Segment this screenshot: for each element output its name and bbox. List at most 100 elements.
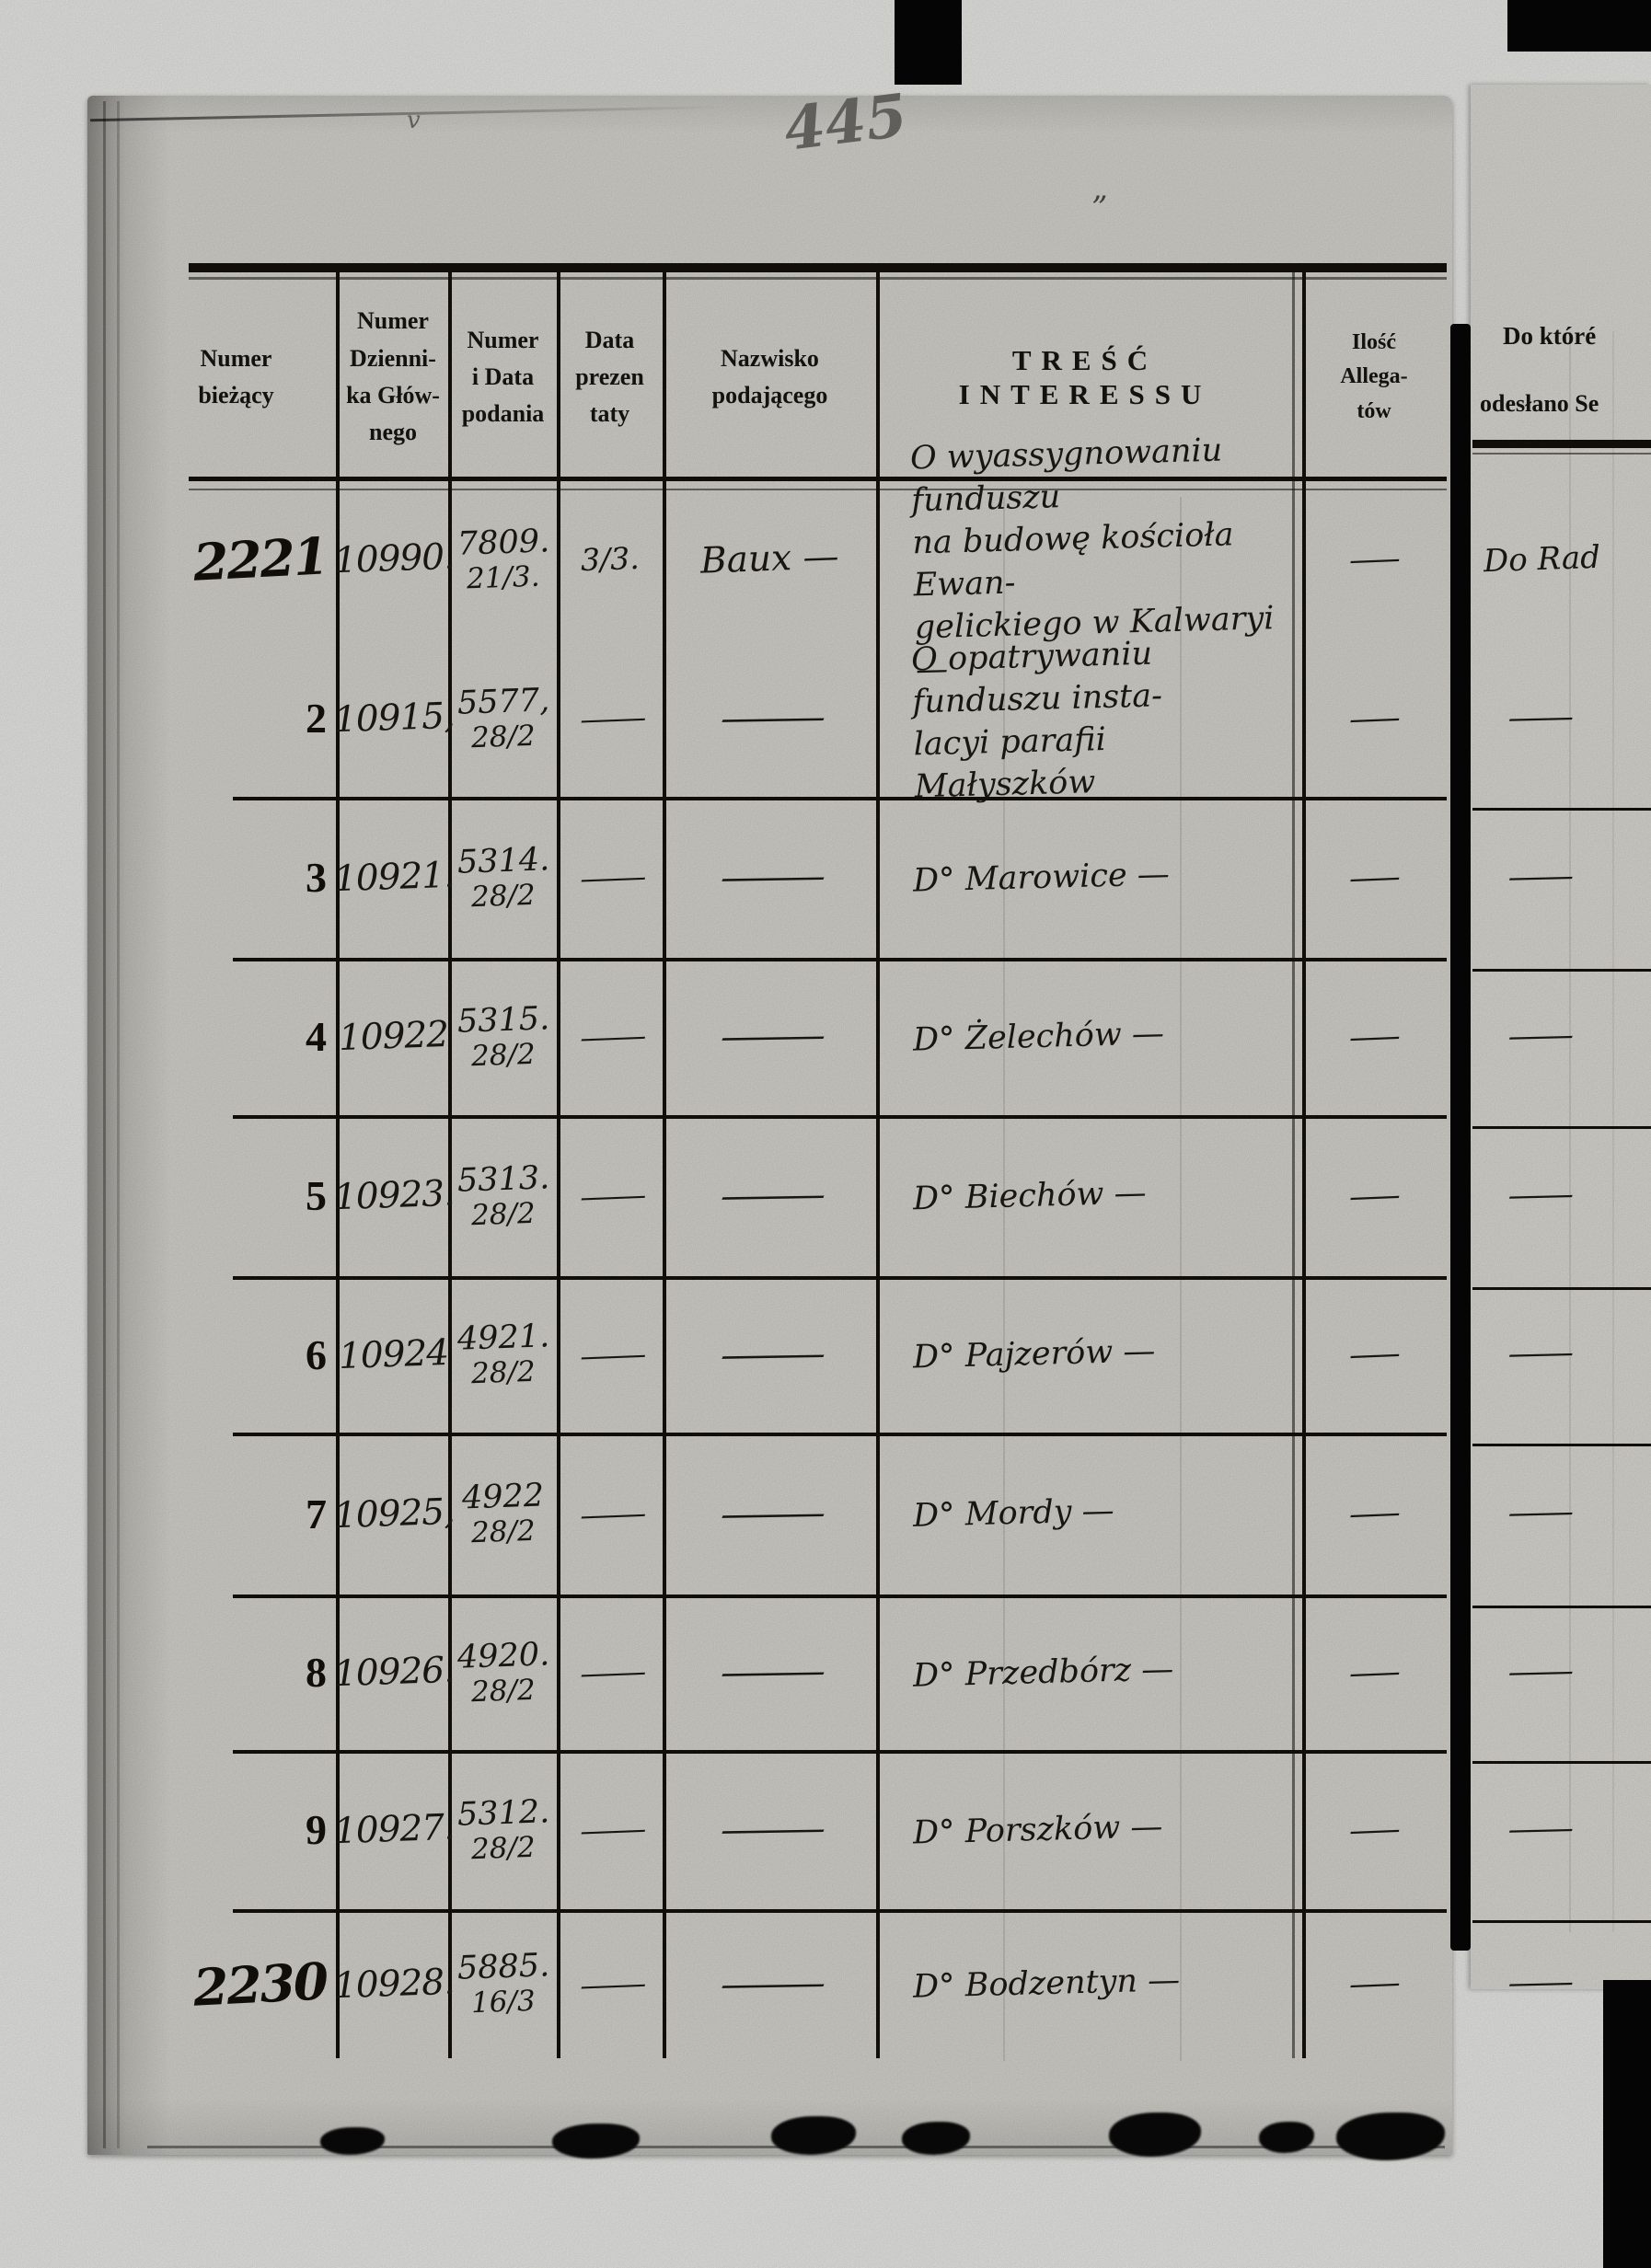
- numer-biezacy-value: 2221: [191, 525, 329, 593]
- table-row: 4 10922 5315. 28/2 — — D° Żelechów — — —: [0, 958, 1651, 1115]
- odeslano-value: —: [1504, 1175, 1574, 1215]
- cell-nazwisko-podajacego: —: [664, 1909, 875, 2058]
- nazwisko-value: Baux —: [699, 535, 840, 582]
- tresc-value: D° Żelechów —: [912, 1014, 1165, 1059]
- odeslano-value: Do Rad: [1484, 538, 1601, 580]
- numer-biezacy-value: 2230: [191, 1950, 329, 2018]
- data-podania-value: 28/2: [470, 878, 537, 914]
- right-table-top-rule-thin: [1472, 453, 1651, 455]
- data-prezentaty-value: —: [573, 1810, 647, 1849]
- cell-nazwisko-podajacego: —: [664, 1750, 875, 1909]
- cell-nazwisko-podajacego: —: [664, 639, 875, 797]
- cell-numer-biezacy: 3: [138, 797, 334, 958]
- ilosc-allegatow-value: —: [1345, 1017, 1401, 1056]
- cell-data-prezentaty: —: [559, 1433, 662, 1595]
- data-prezentaty-value: —: [573, 698, 647, 738]
- table-row: 7 10925, 4922 28/2 — — D° Mordy — — —: [0, 1433, 1651, 1595]
- cell-right-page-odeslano: Do Rad: [1484, 478, 1649, 639]
- nazwisko-value: —: [713, 1174, 826, 1217]
- cell-numer-dziennika: 10922: [339, 958, 450, 1115]
- cell-tresc-interessu: D° Żelechów —: [885, 958, 1295, 1115]
- numer-dziennika-value: 10927.: [333, 1806, 455, 1853]
- cell-data-prezentaty: —: [559, 1115, 662, 1276]
- table-top-rule-thin: [189, 277, 1447, 280]
- cell-ilosc-allegatow: —: [1304, 478, 1442, 639]
- cell-numer-biezacy: 2: [138, 639, 334, 797]
- table-row: 2 10915, 5577, 28/2 — — O opatrywaniu fu…: [0, 635, 1651, 805]
- tresc-value: D° Porszków —: [912, 1807, 1163, 1852]
- data-podania-value: 28/2: [470, 1196, 537, 1232]
- cell-right-page-odeslano: —: [1484, 1595, 1649, 1750]
- ilosc-allegatow-value: —: [1345, 1176, 1401, 1215]
- cell-tresc-interessu: D° Mordy —: [885, 1433, 1295, 1595]
- row-separator-line: [233, 958, 1447, 961]
- cell-tresc-interessu: O opatrywaniu funduszu insta- lacyi para…: [885, 635, 1295, 805]
- data-podania-value: 28/2: [470, 1830, 537, 1866]
- right-row-separator-line: [1472, 1444, 1651, 1446]
- cell-ilosc-allegatow: —: [1304, 958, 1442, 1115]
- cell-ilosc-allegatow: —: [1304, 1595, 1442, 1750]
- numer-biezacy-value: 2: [306, 695, 327, 742]
- ilosc-allegatow-value: —: [1345, 1810, 1401, 1849]
- film-bar-top-center: [895, 0, 962, 85]
- cell-numer-i-data-podania: 5885. 16/3: [451, 1909, 556, 2058]
- right-row-separator-line: [1472, 1287, 1651, 1290]
- data-prezentaty-value: —: [573, 1335, 647, 1374]
- row-separator-line: [233, 1750, 1447, 1754]
- cell-right-page-odeslano: —: [1484, 1115, 1649, 1276]
- cell-numer-biezacy: 5: [138, 1115, 334, 1276]
- cell-data-prezentaty: —: [559, 1750, 662, 1909]
- table-row: 5 10923. 5313. 28/2 — — D° Biechów — — —: [0, 1115, 1651, 1276]
- data-prezentaty-value: —: [573, 1176, 647, 1215]
- cell-numer-dziennika: 10921.: [333, 797, 455, 958]
- cell-numer-i-data-podania: 4921. 28/2: [451, 1276, 556, 1433]
- cell-data-prezentaty: —: [559, 958, 662, 1115]
- numer-dziennika-value: 10990.: [333, 535, 455, 582]
- numer-podania-value: 7809.: [456, 522, 550, 563]
- ilosc-allegatow-value: —: [1345, 1652, 1401, 1692]
- data-podania-value: 28/2: [470, 1673, 537, 1709]
- cell-ilosc-allegatow: —: [1304, 1276, 1442, 1433]
- data-podania-value: 28/2: [470, 1354, 537, 1391]
- cell-numer-i-data-podania: 5577, 28/2: [451, 639, 556, 797]
- numer-podania-value: 5314.: [456, 840, 550, 881]
- row-separator-line: [233, 1433, 1447, 1436]
- nazwisko-value: —: [713, 1332, 826, 1376]
- numer-biezacy-value: 7: [306, 1490, 327, 1537]
- right-row-separator-line: [1472, 808, 1651, 811]
- cell-numer-i-data-podania: 5314. 28/2: [451, 797, 556, 958]
- header-nazwisko-podajacego: Nazwisko podającego: [711, 344, 828, 409]
- pencil-tick-mark: v: [407, 107, 421, 134]
- cell-numer-dziennika: 10927.: [333, 1750, 455, 1909]
- odeslano-value: —: [1504, 1016, 1574, 1055]
- cell-nazwisko-podajacego: —: [664, 1433, 875, 1595]
- cell-numer-biezacy: 9: [138, 1750, 334, 1909]
- right-row-separator-line: [1472, 969, 1651, 972]
- cell-nazwisko-podajacego: —: [664, 958, 875, 1115]
- header-ilosc-allegatow: Ilość Allega- tów: [1340, 330, 1408, 423]
- tresc-value: D° Marowice —: [912, 855, 1171, 900]
- ilosc-allegatow-value: —: [1345, 1334, 1401, 1375]
- right-row-separator-line: [1472, 1126, 1651, 1129]
- numer-biezacy-value: 8: [306, 1649, 327, 1696]
- table-top-rule: [189, 263, 1447, 272]
- cell-tresc-interessu: D° Pajzerów —: [885, 1276, 1295, 1433]
- cell-numer-biezacy: 4: [138, 958, 334, 1115]
- numer-biezacy-value: 9: [306, 1806, 327, 1853]
- data-podania-value: 28/2: [470, 719, 537, 754]
- numer-biezacy-value: 4: [306, 1013, 327, 1060]
- cell-numer-i-data-podania: 5315. 28/2: [451, 958, 556, 1115]
- right-table-top-rule: [1472, 440, 1651, 448]
- cell-nazwisko-podajacego: —: [664, 1115, 875, 1276]
- row-separator-line: [233, 797, 1447, 800]
- numer-biezacy-value: 5: [306, 1172, 327, 1219]
- cell-numer-dziennika: 10925,: [333, 1433, 455, 1595]
- right-row-separator-line: [1472, 1606, 1651, 1608]
- right-header-line2: odesłano Se: [1480, 390, 1599, 417]
- nazwisko-value: —: [713, 1962, 826, 2006]
- odeslano-value: —: [1504, 1334, 1574, 1373]
- nazwisko-value: —: [713, 1015, 826, 1058]
- numer-biezacy-value: 6: [306, 1330, 327, 1378]
- header-numer-dziennika: Numer Dzienni- ka Głów- nego: [346, 307, 440, 446]
- cell-data-prezentaty: —: [559, 639, 662, 797]
